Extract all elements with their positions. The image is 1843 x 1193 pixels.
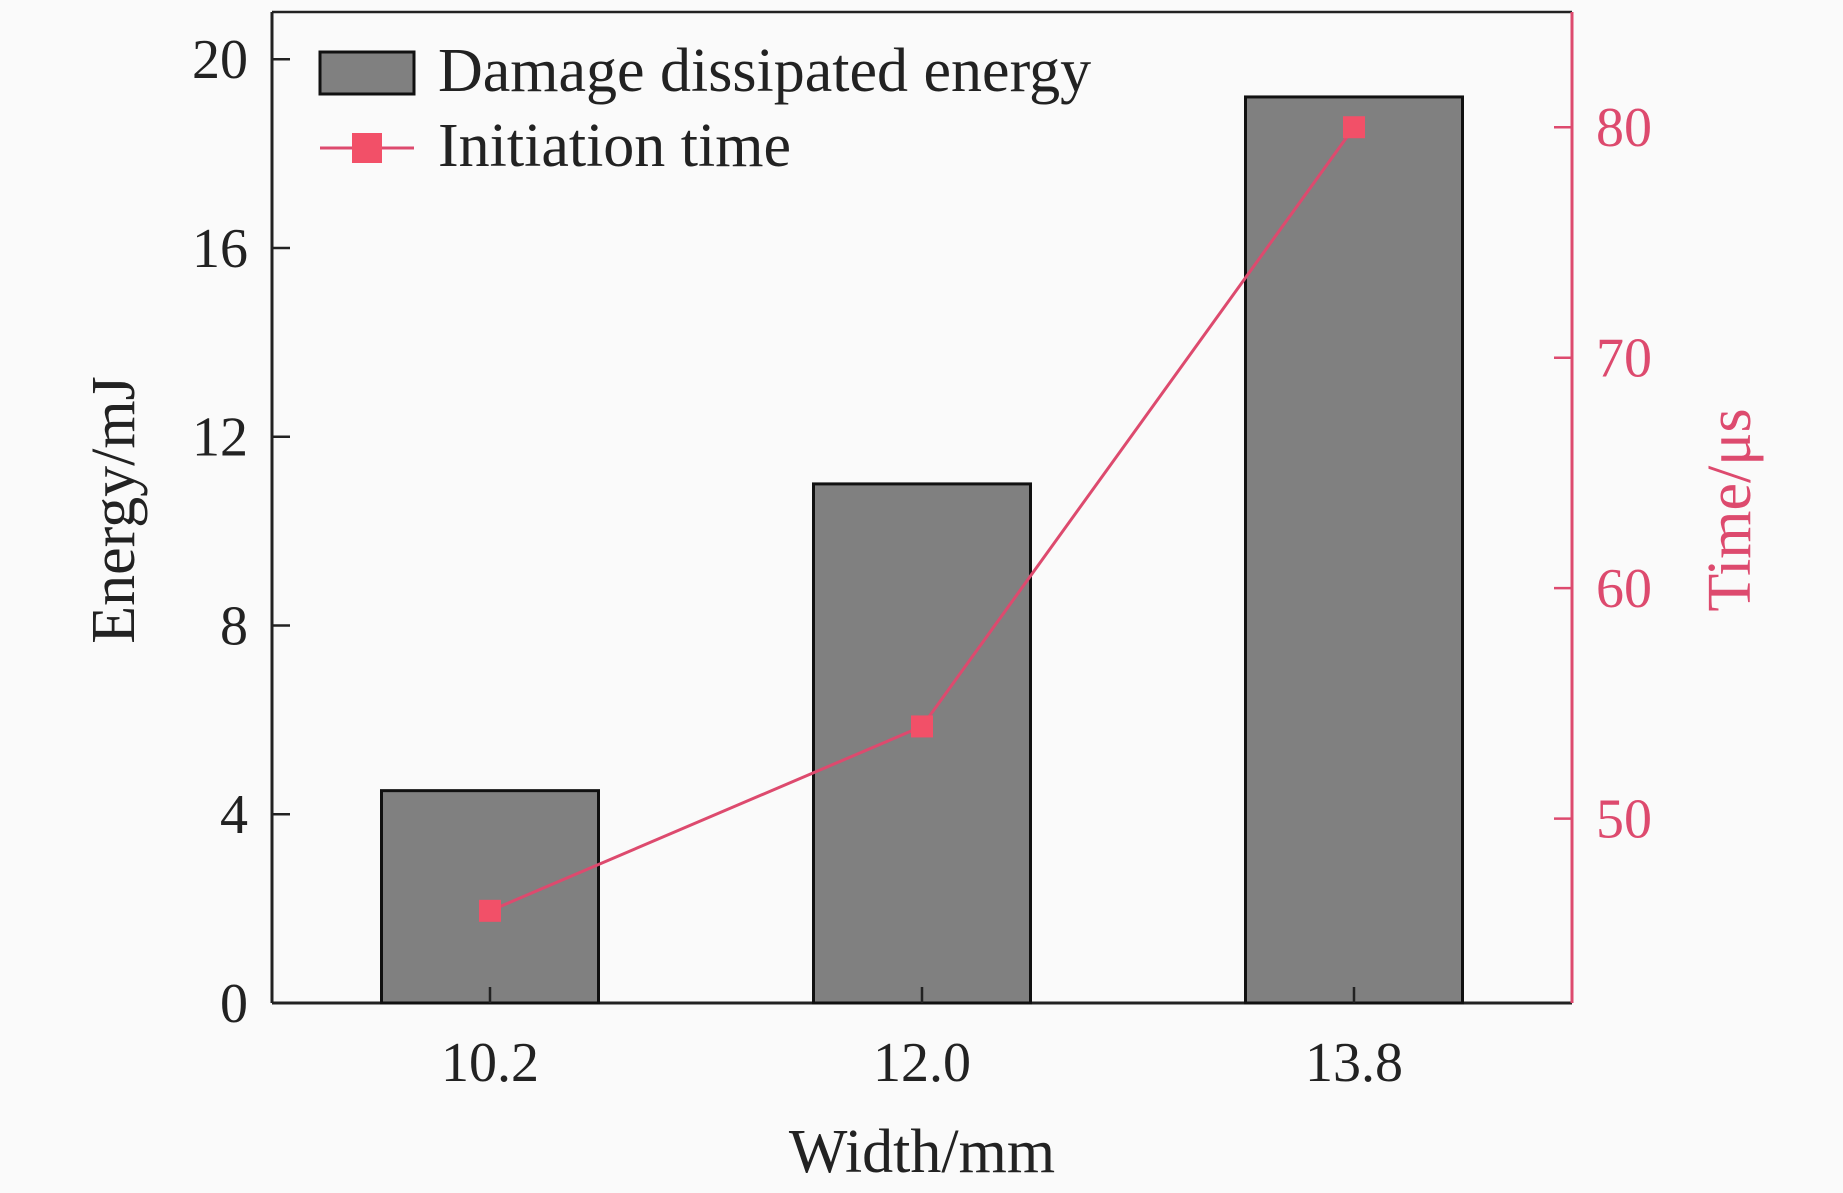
legend: Damage dissipated energy Initiation time — [318, 37, 1091, 180]
x-tick-label: 10.2 — [441, 1032, 539, 1094]
legend-label-bar: Damage dissipated energy — [438, 37, 1091, 105]
x-tick-label: 13.8 — [1305, 1032, 1403, 1094]
legend-label-line: Initiation time — [438, 112, 791, 180]
bar-13.8 — [1244, 95, 1464, 1005]
x-tick-label: 12.0 — [873, 1032, 971, 1094]
right-y-tick-label: 50 — [1596, 789, 1652, 851]
left-y-tick-label: 8 — [220, 595, 248, 657]
right-y-axis-title: Time/μs — [1696, 408, 1764, 611]
left-y-tick-label: 12 — [192, 407, 248, 469]
legend-bar-swatch — [318, 50, 416, 96]
initiation-time-marker-10.2 — [479, 899, 501, 922]
initiation-time-marker-13.8 — [1343, 116, 1365, 139]
right-y-tick-label: 70 — [1596, 328, 1652, 390]
legend-marker-swatch — [352, 133, 382, 163]
right-y-tick-label: 80 — [1596, 97, 1652, 159]
x-axis-title: Width/mm — [789, 1118, 1055, 1186]
right-y-tick-label: 60 — [1596, 558, 1652, 620]
bar-12.0 — [812, 482, 1032, 1005]
left-y-tick-label: 20 — [192, 29, 248, 91]
left-y-tick-label: 16 — [192, 218, 248, 280]
initiation-time-marker-12.0 — [911, 715, 933, 738]
line-series-group — [479, 116, 1365, 922]
x-ticks: 10.2 12.0 13.8 — [441, 987, 1403, 1094]
right-y-ticks: 50 60 70 80 — [1554, 97, 1652, 851]
left-y-axis-title: Energy/mJ — [80, 376, 148, 644]
bar-10.2 — [380, 789, 600, 1005]
left-y-ticks: 0 4 8 12 16 20 — [192, 29, 290, 1035]
left-y-tick-label: 0 — [220, 973, 248, 1035]
bar-series-group — [380, 95, 1464, 1005]
left-y-tick-label: 4 — [220, 784, 248, 846]
